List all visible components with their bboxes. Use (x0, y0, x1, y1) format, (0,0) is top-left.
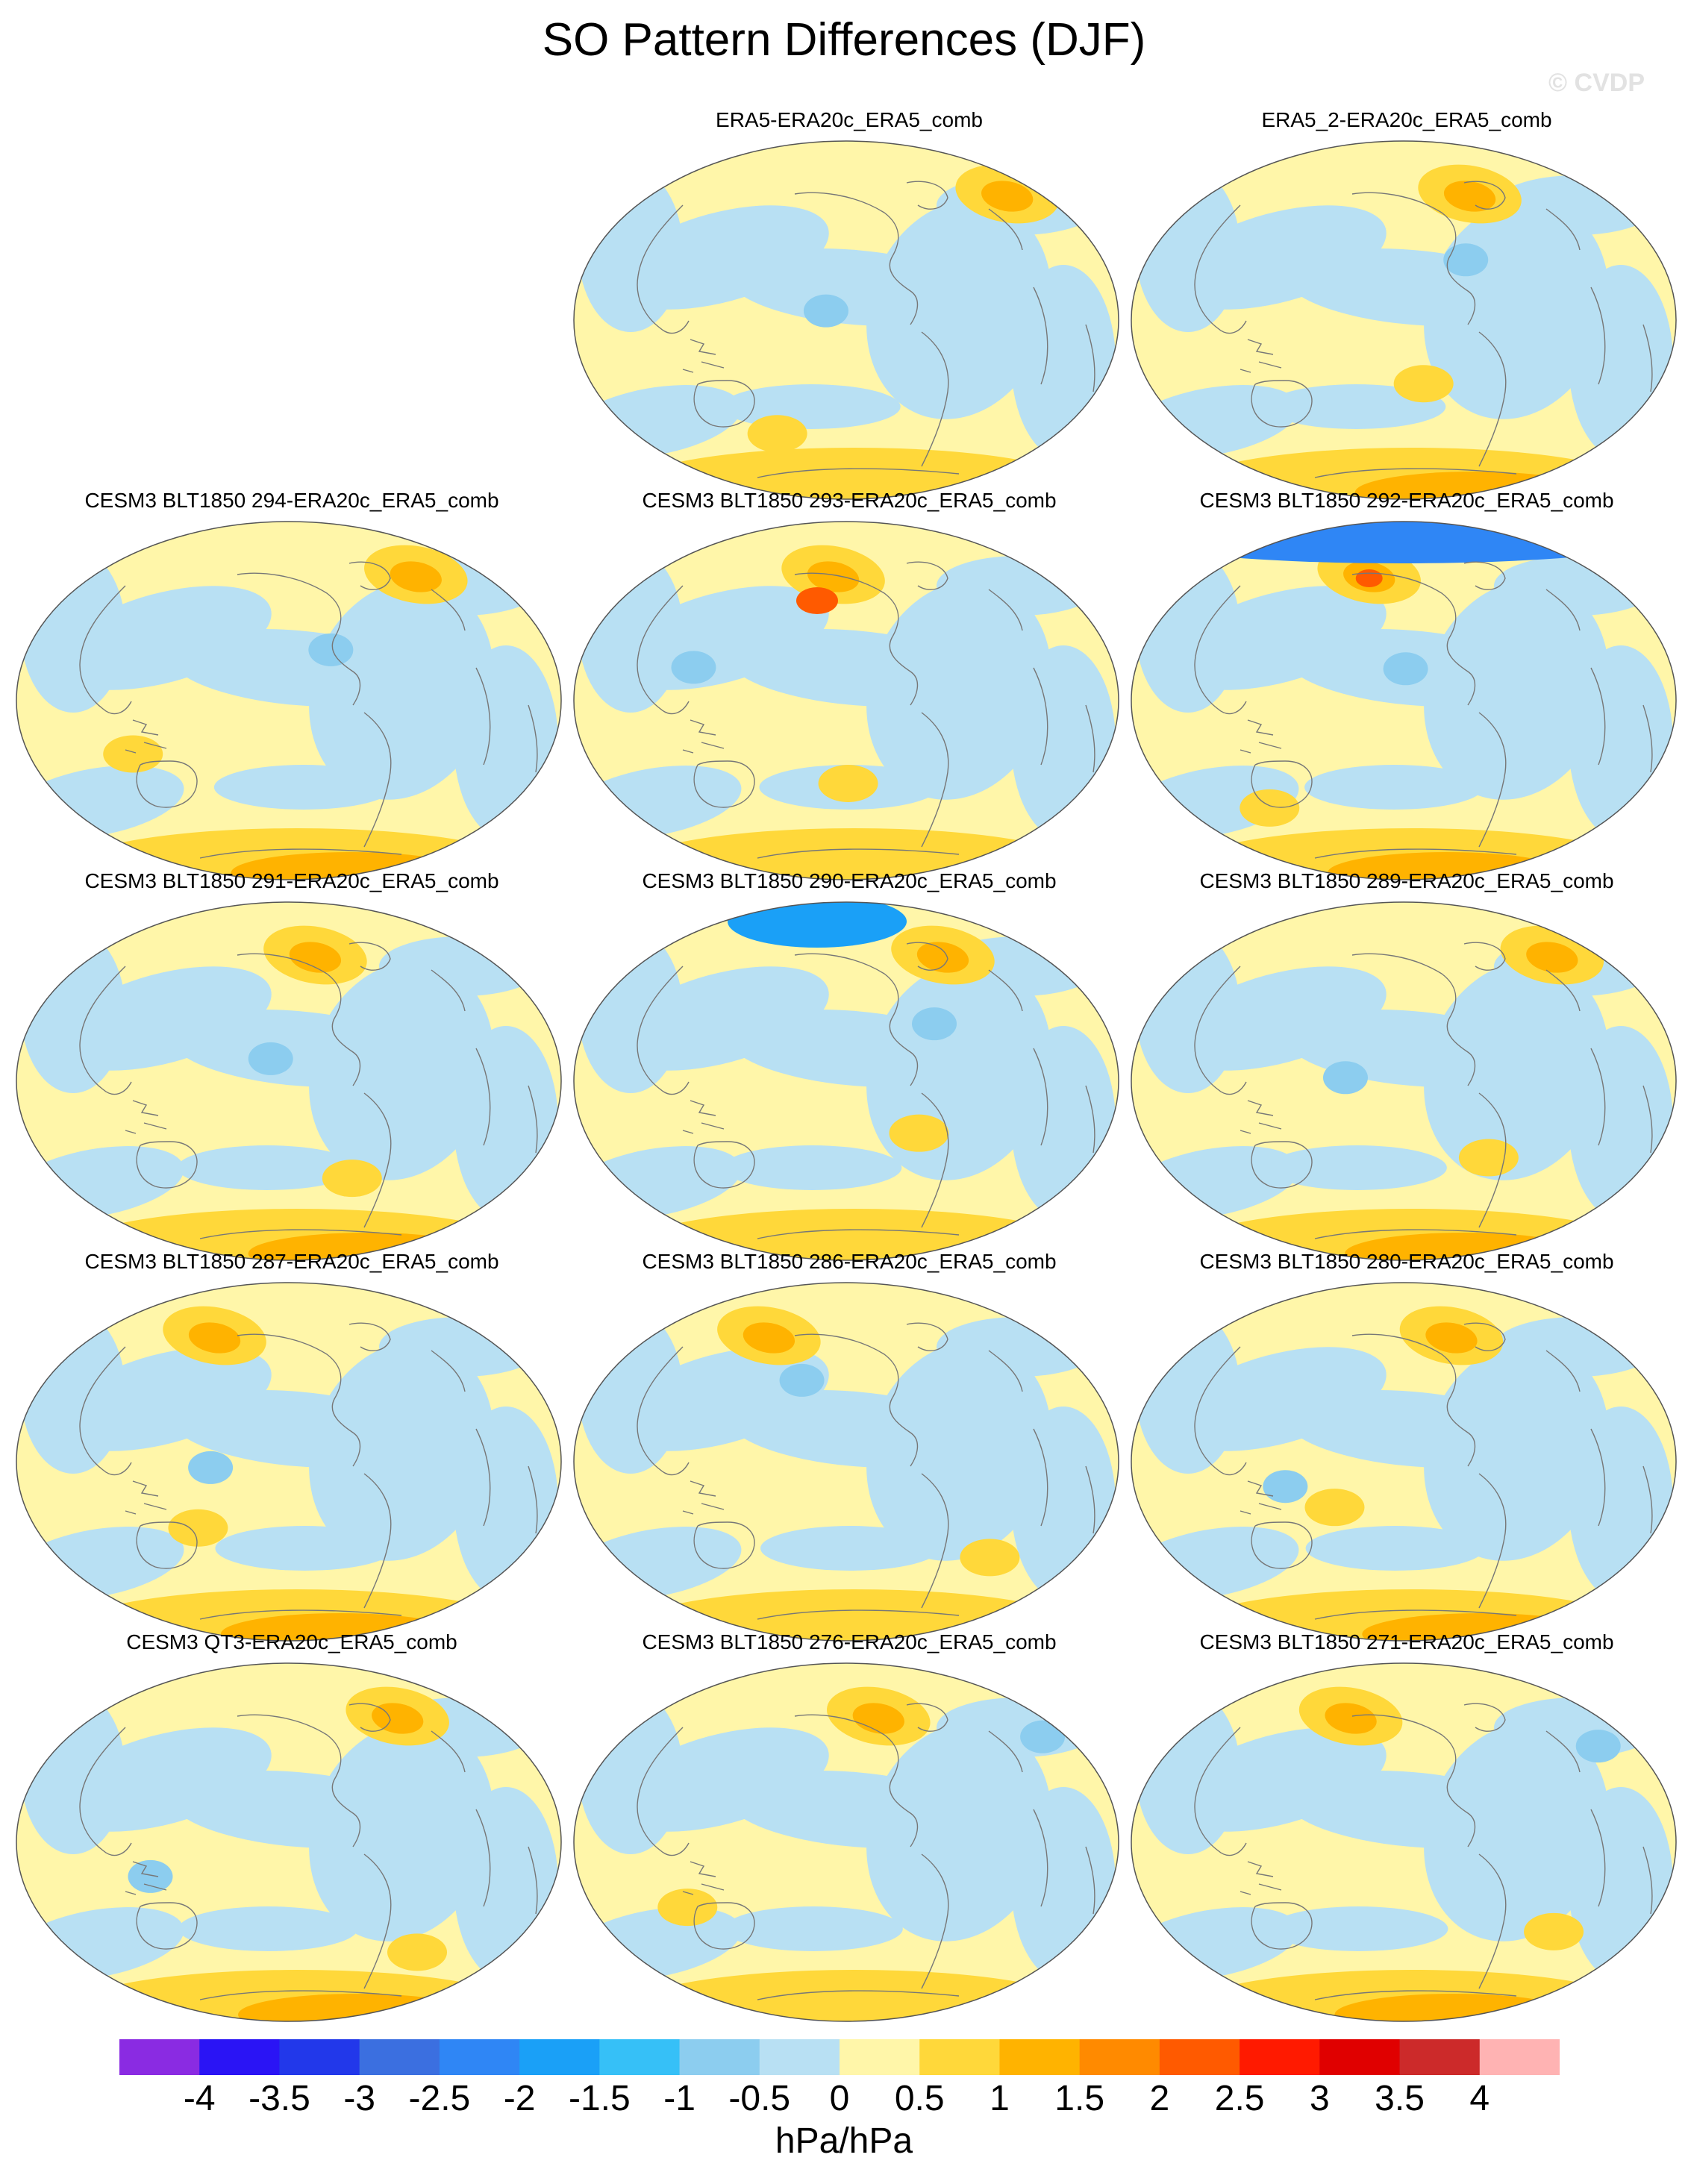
colorbar-tick-label: 2 (1149, 2079, 1170, 2118)
map-panel: CESM3 BLT1850 291-ERA20c_ERA5_comb (13, 869, 570, 1261)
map-panel: CESM3 BLT1850 294-ERA20c_ERA5_comb (13, 489, 570, 880)
colorbar-tick-label: -3 (343, 2079, 375, 2118)
panel-title: CESM3 BLT1850 294-ERA20c_ERA5_comb (84, 489, 499, 512)
colorbar-swatch (279, 2039, 360, 2075)
colorbar-tick-label: 1.5 (1054, 2079, 1105, 2118)
map-field (16, 901, 562, 1261)
map-field (1131, 140, 1677, 500)
colorbar-tick-label: 3.5 (1375, 2079, 1425, 2118)
panel-title: ERA5_2-ERA20c_ERA5_comb (1261, 108, 1552, 131)
colorbar-swatch (1159, 2039, 1240, 2075)
panel-title: CESM3 BLT1850 290-ERA20c_ERA5_comb (642, 869, 1057, 892)
colorbar-tick-label: -3.5 (248, 2079, 310, 2118)
map-field (16, 1662, 562, 2022)
colorbar-swatch (519, 2039, 600, 2075)
colorbar-swatch (1079, 2039, 1160, 2075)
map-panel: CESM3 BLT1850 290-ERA20c_ERA5_comb (571, 869, 1128, 1261)
colorbar-swatch (599, 2039, 681, 2075)
map-panel: CESM3 QT3-ERA20c_ERA5_comb (13, 1630, 570, 2022)
colorbar-tick-label: 0 (829, 2079, 850, 2118)
colorbar-swatch (679, 2039, 760, 2075)
map-panel: ERA5_2-ERA20c_ERA5_comb (1128, 108, 1685, 500)
colorbar-swatch (1319, 2039, 1401, 2075)
map-panel: CESM3 BLT1850 293-ERA20c_ERA5_comb (571, 489, 1128, 880)
panel-title: CESM3 BLT1850 289-ERA20c_ERA5_comb (1199, 869, 1614, 892)
map-field (1131, 901, 1677, 1261)
panel-title: CESM3 BLT1850 280-ERA20c_ERA5_comb (1199, 1250, 1614, 1273)
panel-title: CESM3 BLT1850 271-ERA20c_ERA5_comb (1199, 1630, 1614, 1653)
colorbar-tick-label: 4 (1469, 2079, 1490, 2118)
colorbar-swatch (1240, 2039, 1320, 2075)
map-field (573, 140, 1119, 500)
colorbar-tick-label: -2.5 (408, 2079, 471, 2118)
colorbar-swatch (999, 2039, 1081, 2075)
colorbar-swatch (1399, 2039, 1481, 2075)
colorbar-tick-label: 3 (1309, 2079, 1330, 2118)
colorbar-tick-label: -1 (663, 2079, 695, 2118)
colorbar-tick-label: -2 (503, 2079, 536, 2118)
map-panel: CESM3 BLT1850 276-ERA20c_ERA5_comb (571, 1630, 1128, 2022)
colorbar-tick-labels: -4 -3.5 -3 -2.5 -2 -1.5 -1 -0.5 0 0.5 1 1.5 2 2.5 3 3.5… (0, 2078, 1688, 2123)
map-field (1131, 521, 1677, 880)
map-field (573, 521, 1119, 880)
figure-title: SO Pattern Differences (DJF) (542, 14, 1146, 66)
watermark: © CVDP (1548, 69, 1645, 97)
panel-title: CESM3 BLT1850 291-ERA20c_ERA5_comb (84, 869, 499, 892)
map-field (16, 1282, 562, 1642)
map-field (1131, 1662, 1677, 2022)
colorbar-tick-label: 1 (990, 2079, 1010, 2118)
map-panel: CESM3 BLT1850 271-ERA20c_ERA5_comb (1128, 1630, 1685, 2022)
colorbar-units: hPa/hPa (775, 2121, 913, 2161)
panel-title: CESM3 QT3-ERA20c_ERA5_comb (126, 1630, 457, 1653)
colorbar-tick-label: -4 (183, 2079, 216, 2118)
map-panel: CESM3 BLT1850 286-ERA20c_ERA5_comb (571, 1250, 1128, 1642)
map-panel: CESM3 BLT1850 292-ERA20c_ERA5_comb (1128, 489, 1685, 880)
panel-title: CESM3 BLT1850 293-ERA20c_ERA5_comb (642, 489, 1057, 512)
panel-title: CESM3 BLT1850 286-ERA20c_ERA5_comb (642, 1250, 1057, 1273)
panel-title: CESM3 BLT1850 287-ERA20c_ERA5_comb (84, 1250, 499, 1273)
colorbar-tick-label: 0.5 (894, 2079, 945, 2118)
map-field (16, 521, 562, 880)
map-field (573, 1282, 1119, 1642)
panel-title: CESM3 BLT1850 276-ERA20c_ERA5_comb (642, 1630, 1057, 1653)
colorbar-swatch (759, 2039, 840, 2075)
colorbar-swatch (359, 2039, 440, 2075)
colorbar-swatch (199, 2039, 280, 2075)
colorbar-swatch (439, 2039, 520, 2075)
panel-title: ERA5-ERA20c_ERA5_comb (716, 108, 983, 131)
map-field (573, 1662, 1119, 2022)
colorbar-swatch (840, 2039, 920, 2075)
map-field (573, 901, 1119, 1261)
map-panel: CESM3 BLT1850 289-ERA20c_ERA5_comb (1128, 869, 1685, 1261)
map-panel: CESM3 BLT1850 280-ERA20c_ERA5_comb (1128, 1250, 1685, 1642)
colorbar-swatch (119, 2039, 200, 2075)
colorbar-swatch (1479, 2039, 1560, 2075)
colorbar-swatch (919, 2039, 1000, 2075)
map-field (1131, 1282, 1677, 1642)
map-panel: ERA5-ERA20c_ERA5_comb (571, 108, 1128, 500)
map-panel: CESM3 BLT1850 287-ERA20c_ERA5_comb (13, 1250, 570, 1642)
colorbar-tick-label: -1.5 (568, 2079, 631, 2118)
colorbar (119, 2039, 1560, 2075)
colorbar-tick-label: -0.5 (728, 2079, 791, 2118)
colorbar-tick-label: 2.5 (1214, 2079, 1265, 2118)
panel-title: CESM3 BLT1850 292-ERA20c_ERA5_comb (1199, 489, 1614, 512)
